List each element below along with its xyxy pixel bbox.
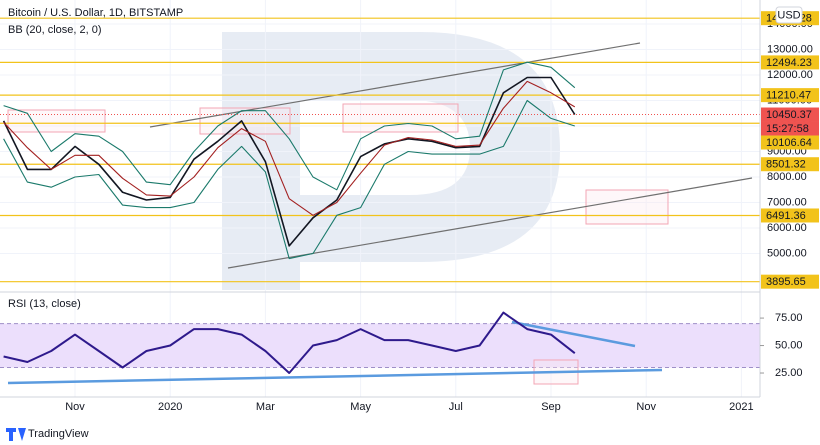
x-tick-label: Nov [65,401,85,413]
last-price-tag-bg [761,107,819,122]
rsi-label: RSI (13, close) [8,298,81,310]
series-line [3,61,576,191]
last-time-tag: 15:27:58 [766,123,809,135]
level-tag-bg [761,208,819,223]
trend-line [227,177,753,269]
zone [585,189,669,225]
level-tag: 11210.47 [766,90,811,102]
level-tag: 6491.36 [766,210,806,222]
brand: TradingView [28,428,89,440]
logo [6,428,26,441]
series-line [3,311,576,374]
y-tick-label: 25.00 [775,367,803,379]
rsi-trend-line [7,368,663,385]
level-tag-bg [761,274,819,289]
x-tick-label: Nov [636,401,656,413]
y-tick-label: 6000.00 [767,222,807,234]
x-tick-label: May [350,401,371,413]
zone [7,109,106,133]
level-tag-bg [761,157,819,172]
level-tag: 10106.64 [766,137,812,149]
y-tick-label: 12000.00 [767,69,813,81]
y-tick-label: 8000.00 [767,171,807,183]
axis: 14000.0013000.0012000.0011000.0010000.00… [65,11,819,413]
x-tick-label: 2021 [729,401,753,413]
y-tick-label: 13000.00 [767,43,813,55]
series-line [3,80,576,216]
x-tick-label: Mar [256,401,275,413]
x-tick-label: Jul [449,401,463,413]
trend-line [149,42,641,128]
y-tick-label: 5000.00 [767,247,807,259]
plot [0,17,760,374]
level-tag: 12494.23 [766,57,812,69]
currency-badge[interactable] [775,6,803,24]
last-price-tag: 10450.37 [766,109,812,121]
rsi-trend-line [511,320,636,348]
annotations [7,42,753,385]
series-line [2,76,576,247]
y-tick-label: 50.00 [775,339,803,351]
level-tag-bg [761,55,819,70]
last-time-tag-bg [761,121,819,136]
level-tag-bg [761,135,819,150]
x-tick-label: Sep [541,401,561,413]
level-tag-bg [761,88,819,103]
series-line [3,99,575,260]
y-tick-label: 7000.00 [767,196,807,208]
chart-title: Bitcoin / U.S. Dollar, 1D, BITSTAMP [8,7,183,19]
zone [342,103,459,133]
x-tick-label: 2020 [158,401,182,413]
indicator-label: BB (20, close, 2, 0) [8,24,102,36]
y-tick-label: 75.00 [775,312,803,324]
level-tag: 3895.65 [766,276,806,288]
currency: USD [777,9,800,21]
grid [0,0,760,397]
level-tag: 8501.32 [766,159,806,171]
